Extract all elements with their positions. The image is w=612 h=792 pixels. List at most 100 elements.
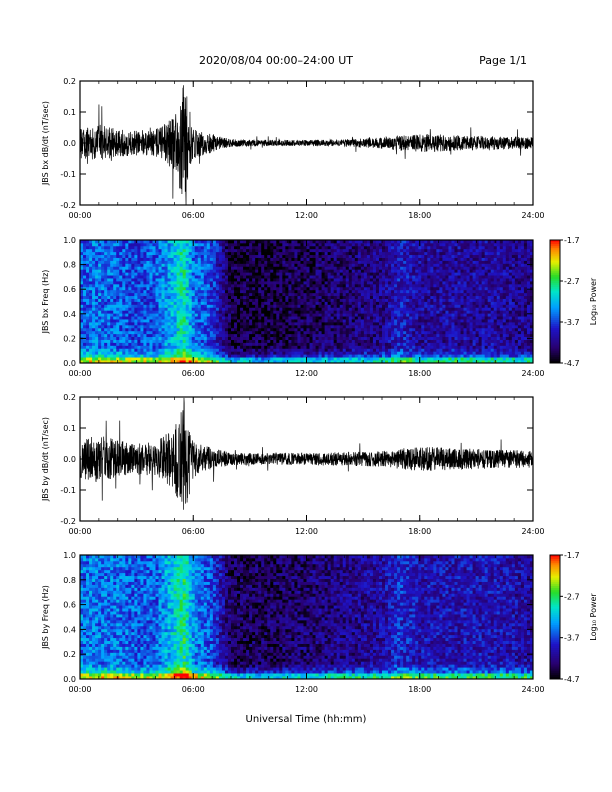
- spectrogram-cell: [391, 334, 394, 337]
- spectrogram-cell: [116, 307, 119, 310]
- spectrogram-cell: [195, 275, 198, 278]
- spectrogram-cell: [119, 281, 122, 284]
- spectrogram-cell: [128, 304, 131, 307]
- spectrogram-cell: [349, 325, 352, 328]
- spectrogram-cell: [319, 348, 322, 351]
- spectrogram-cell: [310, 290, 313, 293]
- spectrogram-cell: [143, 331, 146, 334]
- spectrogram-cell: [225, 255, 228, 258]
- spectrogram-cell: [219, 331, 222, 334]
- spectrogram-cell: [131, 313, 134, 316]
- spectrogram-cell: [349, 269, 352, 272]
- spectrogram-cell: [92, 243, 95, 246]
- spectrogram-cell: [189, 255, 192, 258]
- spectrogram-cell: [258, 272, 261, 275]
- spectrogram-cell: [86, 304, 89, 307]
- spectrogram-cell: [243, 266, 246, 269]
- spectrogram-cell: [213, 284, 216, 287]
- spectrogram-cell: [128, 340, 131, 343]
- spectrogram-cell: [427, 272, 430, 275]
- spectrogram-cell: [285, 263, 288, 266]
- spectrogram-cell: [300, 272, 303, 275]
- spectrogram-cell: [267, 313, 270, 316]
- spectrogram-cell: [92, 296, 95, 299]
- spectrogram-cell: [204, 334, 207, 337]
- spectrogram-cell: [98, 310, 101, 313]
- spectrogram-cell: [285, 302, 288, 305]
- spectrogram-cell: [156, 293, 159, 296]
- spectrogram-cell: [83, 331, 86, 334]
- spectrogram-cell: [418, 299, 421, 302]
- spectrogram-cell: [409, 252, 412, 255]
- spectrogram-cell: [183, 337, 186, 340]
- spectrogram-cell: [358, 296, 361, 299]
- spectrogram-cell: [210, 284, 213, 287]
- spectrogram-cell: [83, 351, 86, 354]
- spectrogram-cell: [331, 287, 334, 290]
- spectrogram-cell: [276, 310, 279, 313]
- spectrogram-cell: [391, 278, 394, 281]
- spectrogram-cell: [412, 325, 415, 328]
- spectrogram-cell: [146, 313, 149, 316]
- spectrogram-cell: [86, 287, 89, 290]
- spectrogram-cell: [198, 255, 201, 258]
- spectrogram-cell: [403, 243, 406, 246]
- spectrogram-cell: [267, 258, 270, 261]
- spectrogram-cell: [177, 316, 180, 319]
- spectrogram-cell: [285, 284, 288, 287]
- spectrogram-cell: [300, 313, 303, 316]
- spectrogram-cell: [237, 246, 240, 249]
- spectrogram-cell: [376, 313, 379, 316]
- spectrogram-cell: [110, 284, 113, 287]
- spectrogram-cell: [421, 263, 424, 266]
- spectrogram-cell: [288, 287, 291, 290]
- spectrogram-cell: [83, 284, 86, 287]
- spectrogram-cell: [186, 258, 189, 261]
- spectrogram-cell: [285, 328, 288, 331]
- spectrogram-cell: [346, 293, 349, 296]
- spectrogram-cell: [177, 272, 180, 275]
- spectrogram-cell: [116, 287, 119, 290]
- spectrogram-cell: [352, 258, 355, 261]
- spectrogram-cell: [300, 322, 303, 325]
- spectrogram-cell: [101, 322, 104, 325]
- spectrogram-cell: [261, 281, 264, 284]
- spectrogram-cell: [86, 261, 89, 264]
- spectrogram-cell: [370, 275, 373, 278]
- spectrogram-cell: [210, 304, 213, 307]
- spectrogram-cell: [122, 351, 125, 354]
- spectrogram-cell: [367, 325, 370, 328]
- spectrogram-cell: [343, 340, 346, 343]
- spectrogram-cell: [285, 296, 288, 299]
- spectrogram-cell: [231, 348, 234, 351]
- spectrogram-cell: [186, 343, 189, 346]
- spectrogram-cell: [276, 263, 279, 266]
- spectrogram-cell: [294, 345, 297, 348]
- spectrogram-cell: [285, 340, 288, 343]
- spectrogram-cell: [319, 313, 322, 316]
- spectrogram-cell: [270, 328, 273, 331]
- spectrogram-cell: [303, 325, 306, 328]
- spectrogram-cell: [313, 275, 316, 278]
- spectrogram-cell: [198, 299, 201, 302]
- spectrogram-cell: [152, 261, 155, 264]
- spectrogram-cell: [165, 319, 168, 322]
- spectrogram-cell: [189, 340, 192, 343]
- spectrogram-cell: [89, 243, 92, 246]
- spectrogram-cell: [267, 249, 270, 252]
- spectrogram-cell: [361, 266, 364, 269]
- spectrogram-cell: [379, 351, 382, 354]
- spectrogram-cell: [279, 310, 282, 313]
- spectrogram-cell: [104, 328, 107, 331]
- spectrogram-cell: [418, 258, 421, 261]
- spectrogram-cell: [207, 334, 210, 337]
- spectrogram-cell: [168, 269, 171, 272]
- spectrogram-cell: [361, 290, 364, 293]
- spectrogram-cell: [174, 287, 177, 290]
- spectrogram-cell: [156, 322, 159, 325]
- spectrogram-cell: [276, 261, 279, 264]
- spectrogram-cell: [270, 278, 273, 281]
- spectrogram-cell: [146, 343, 149, 346]
- spectrogram-cell: [149, 345, 152, 348]
- spectrogram-cell: [159, 263, 162, 266]
